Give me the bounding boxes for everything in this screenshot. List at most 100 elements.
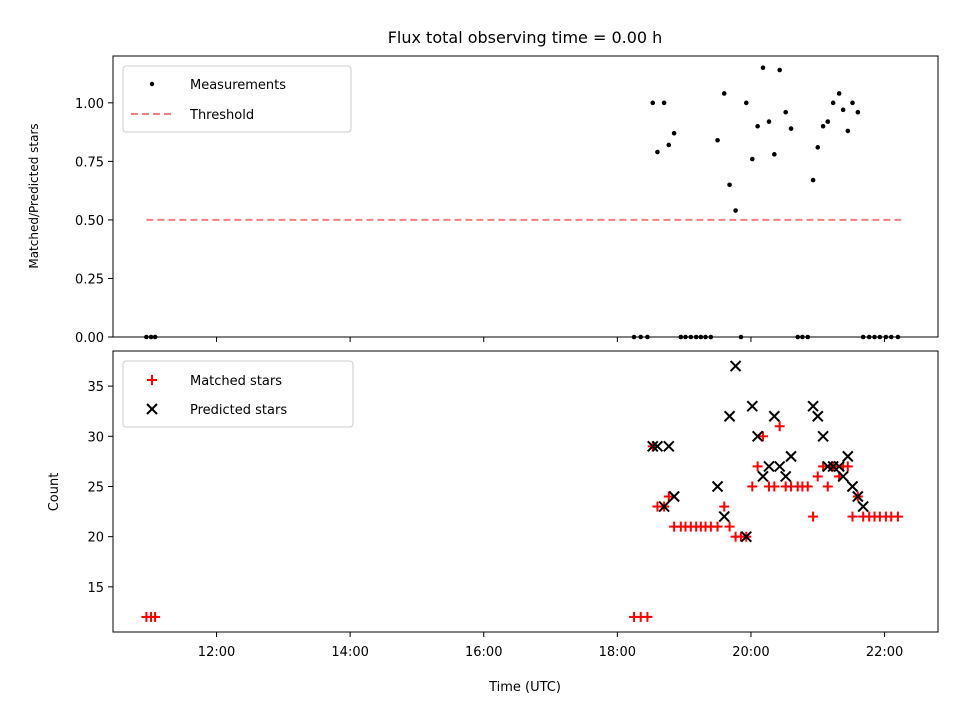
- measurements-point: [743, 100, 749, 106]
- matched-stars-point: [724, 521, 735, 532]
- measurements-point: [855, 109, 861, 115]
- measurements-point: [715, 138, 720, 143]
- top-plot-area: [144, 65, 902, 340]
- measurements-point: [810, 177, 816, 183]
- predicted-stars-point: [647, 440, 659, 453]
- x-tick-label: 22:00: [866, 645, 903, 660]
- bottom-legend-box: [122, 360, 354, 428]
- matched-stars-point: [757, 431, 768, 442]
- top-y-ticks: 0.00 0.25 0.50 0.75 1.00: [75, 97, 113, 346]
- measurements-point: [815, 145, 821, 150]
- measurements-point: [721, 91, 727, 96]
- matched-stars-point: [150, 611, 161, 622]
- predicted-stars-point: [842, 450, 854, 463]
- predicted-stars-point: [668, 490, 680, 503]
- predicted-stars-point: [746, 400, 758, 412]
- measurements-point: [733, 208, 738, 213]
- matched-stars-point: [642, 611, 653, 622]
- matched-stars-point: [822, 481, 833, 492]
- measurements-point: [760, 65, 766, 71]
- bottom-y-axis-label: Count: [47, 473, 62, 512]
- measurements-point: [749, 156, 755, 162]
- predicted-stars-point: [723, 410, 736, 422]
- top-y-axis-label: Matched/Predicted stars: [27, 123, 41, 268]
- predicted-stars-point: [807, 400, 819, 412]
- measurements-point: [783, 109, 788, 115]
- matched-stars-point: [752, 461, 763, 472]
- y-tick-label: 0.00: [75, 331, 104, 346]
- measurements-point: [671, 130, 677, 136]
- predicted-stars-point: [651, 440, 664, 453]
- matched-stars-legend-marker: [147, 375, 157, 385]
- matched-stars-point: [719, 501, 730, 512]
- measurements-point: [661, 100, 667, 106]
- y-tick-label: 0.75: [75, 155, 104, 170]
- measurements-point: [766, 119, 772, 124]
- x-tick-label: 12:00: [198, 645, 235, 660]
- measurements-point: [850, 100, 855, 106]
- matched-stars-point: [847, 511, 858, 522]
- matched-stars-point: [812, 471, 823, 482]
- x-tick-label: 18:00: [599, 645, 636, 660]
- measurements-legend-label: Measurements: [190, 78, 286, 93]
- top-legend: Measurements Threshold: [122, 65, 352, 133]
- predicted-stars-point: [846, 480, 859, 493]
- predicted-stars-point: [718, 510, 730, 523]
- y-tick-label: 35: [87, 380, 104, 395]
- measurements-point: [650, 100, 656, 106]
- measurements-point: [820, 123, 826, 129]
- top-chart-title: Flux total observing time = 0.00 h: [388, 28, 663, 47]
- y-tick-label: 15: [87, 581, 104, 596]
- x-tick-label: 16:00: [465, 645, 502, 660]
- predicted-stars-point: [729, 360, 742, 372]
- y-tick-label: 20: [87, 531, 104, 546]
- matched-stars-point: [663, 491, 674, 502]
- predicted-stars-point: [711, 480, 724, 493]
- bottom-x-axis-label: Time (UTC): [488, 680, 561, 695]
- y-tick-label: 0.25: [75, 272, 104, 287]
- measurements-legend-marker: [149, 81, 155, 87]
- predicted-stars-point: [817, 430, 829, 443]
- measurements-point: [830, 100, 836, 106]
- predicted-stars-point: [779, 470, 792, 483]
- matched-stars-point: [892, 511, 903, 522]
- y-tick-label: 1.00: [75, 97, 104, 112]
- matched-stars-legend-label: Matched stars: [190, 374, 282, 389]
- measurements-point: [755, 123, 760, 129]
- top-legend-box: [122, 65, 352, 133]
- matched-stars-point: [808, 511, 819, 522]
- x-tick-label: 14:00: [331, 645, 368, 660]
- predicted-stars-point: [763, 460, 775, 473]
- predicted-stars-point: [833, 460, 845, 473]
- measurements-point: [666, 142, 672, 148]
- bottom-legend: Matched stars Predicted stars: [122, 360, 354, 428]
- matched-stars-point: [747, 481, 758, 492]
- measurements-point: [788, 126, 794, 131]
- top-panel: 0.00 0.25 0.50 0.75 1.00 Flux total observin…: [27, 28, 939, 346]
- measurements-point: [836, 91, 842, 96]
- bottom-plot-area: [141, 360, 903, 622]
- top-x-ticks: [216, 337, 886, 342]
- measurements-point: [840, 107, 846, 113]
- measurements-point: [727, 182, 732, 188]
- bottom-y-ticks: 15 20 25 30 35: [87, 380, 113, 596]
- measurements-point: [655, 149, 660, 155]
- matched-stars-point: [774, 421, 785, 432]
- predicted-stars-legend-marker: [146, 403, 158, 415]
- measurements-point: [777, 67, 782, 73]
- top-axes-frame: [112, 55, 939, 338]
- predicted-stars-point: [768, 410, 781, 422]
- predicted-stars-point: [751, 430, 764, 443]
- predicted-stars-point: [837, 470, 849, 483]
- matched-stars-point: [802, 481, 813, 492]
- predicted-stars-point: [852, 490, 864, 503]
- y-tick-label: 25: [87, 480, 104, 495]
- threshold-legend-label: Threshold: [189, 108, 254, 123]
- matched-stars-point: [842, 461, 853, 472]
- predicted-stars-point: [785, 450, 797, 463]
- measurements-point: [825, 119, 831, 124]
- predicted-stars-point: [663, 440, 675, 453]
- x-tick-label: 20:00: [732, 645, 769, 660]
- bottom-x-ticks: 12:00 14:00 16:00 18:00 20:00 22:00: [198, 632, 903, 660]
